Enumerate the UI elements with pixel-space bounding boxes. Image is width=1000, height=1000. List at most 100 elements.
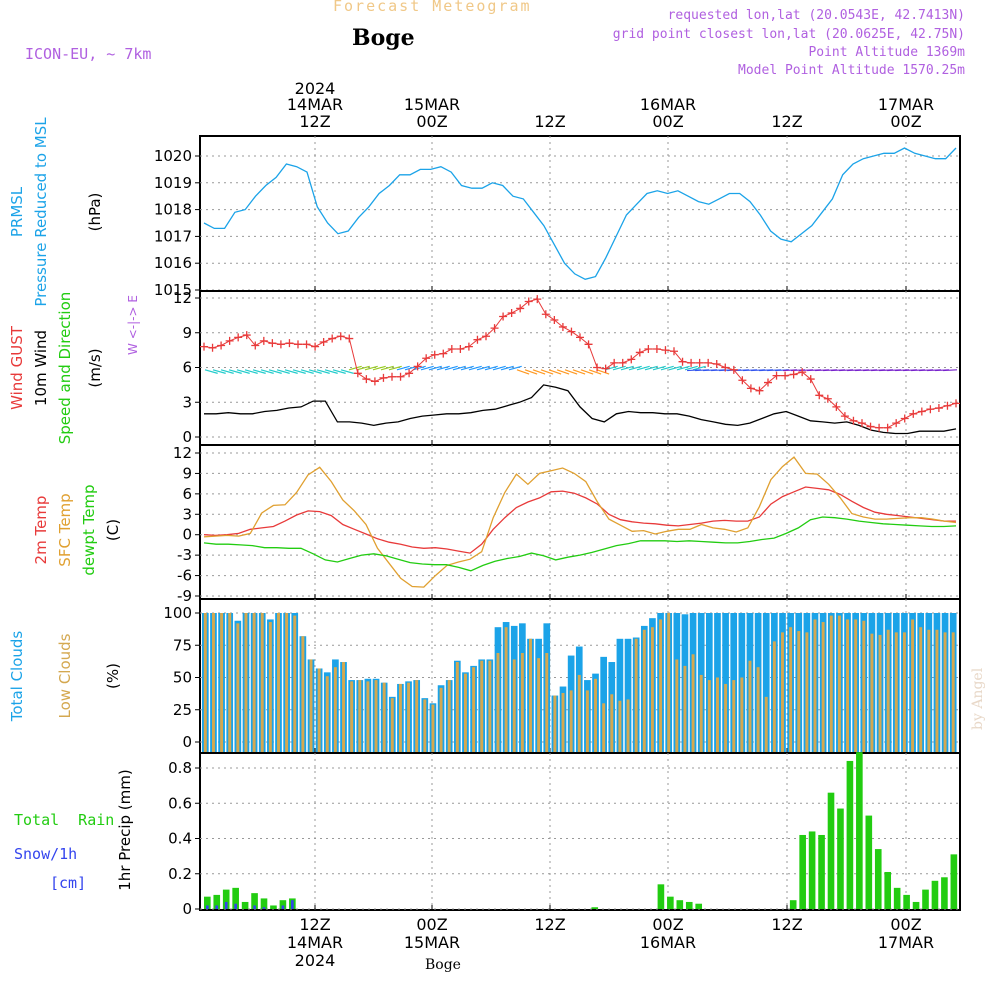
y-tick-label: 0.4	[168, 830, 192, 848]
pressure-label-long: Pressure Reduced to MSL	[32, 117, 50, 307]
wind-gust-marker	[858, 419, 866, 428]
wind-direction-arrow	[524, 369, 538, 375]
snow-bar	[234, 903, 237, 909]
wind-gust-marker	[336, 332, 345, 341]
wind-direction-arrow	[420, 365, 434, 371]
top-hour-label: 12Z	[771, 112, 802, 131]
wind-gust-marker	[447, 344, 456, 353]
wind-direction-arrow	[452, 365, 466, 371]
wind-gust-marker	[678, 357, 687, 366]
wind-gust-marker	[353, 369, 362, 378]
bottom-hour-label: 12Z	[771, 915, 802, 934]
wind-gust-marker	[533, 295, 542, 304]
low-cloud-bar	[520, 652, 524, 752]
snow-bar	[205, 905, 209, 909]
wind-gust-marker	[208, 343, 217, 352]
low-cloud-bar	[829, 615, 833, 752]
wind-direction-arrow	[612, 365, 626, 371]
low-cloud-bar	[691, 654, 695, 752]
wind-gust-marker	[294, 340, 302, 349]
y-tick-label: -6	[177, 567, 192, 585]
low-cloud-bar	[886, 629, 890, 752]
wind-direction-arrow	[580, 369, 594, 375]
wind-gust-marker	[866, 422, 875, 431]
rain-bar	[251, 893, 258, 909]
wind-direction-arrow	[516, 369, 530, 375]
y-tick-label: 25	[173, 701, 192, 719]
wind-gust-marker	[712, 360, 721, 369]
wind-gust-marker	[934, 404, 943, 413]
low-cloud-bar	[309, 659, 313, 752]
wind-direction-arrow	[500, 365, 514, 371]
low-cloud-bar	[667, 613, 671, 752]
y-tick-label: 3	[182, 505, 192, 523]
top-hour-label: 00Z	[652, 112, 683, 131]
wind-gust-marker	[362, 375, 371, 384]
rain-bar	[818, 834, 825, 909]
low-cloud-bar	[455, 662, 459, 752]
low-cloud-bar	[797, 631, 801, 752]
wind-gust-marker	[687, 358, 696, 367]
low-cloud-bar	[919, 627, 923, 752]
rain-bar	[270, 905, 277, 909]
wind-direction-arrow	[556, 369, 570, 375]
wind-gust-marker	[464, 342, 473, 351]
low-cloud-bar	[496, 652, 500, 752]
y-tick-label: 1015	[154, 281, 192, 299]
model-label: ICON-EU, ~ 7km	[25, 45, 152, 63]
total-cloud-bar	[624, 638, 632, 752]
wind-gust-marker	[644, 344, 653, 353]
wind-gust-marker	[328, 334, 337, 343]
rain-bar	[799, 834, 806, 909]
low-cloud-bar	[870, 633, 874, 752]
wind-gust-marker	[695, 358, 704, 367]
wind-direction-arrow	[212, 369, 226, 374]
wind-direction-arrow	[220, 369, 234, 374]
low-cloud-bar	[407, 682, 411, 752]
wind-gust-marker	[601, 364, 610, 373]
wind-direction-arrow	[596, 369, 610, 375]
y-tick-label: -3	[177, 546, 192, 564]
wind-gust-marker	[268, 339, 277, 348]
wind-gust-marker	[593, 363, 602, 372]
low-cloud-bar	[366, 681, 370, 752]
y-tick-label: 1019	[154, 174, 192, 192]
low-cloud-bar	[707, 680, 711, 752]
low-cloud-bar	[260, 613, 264, 752]
wind-direction-arrow	[943, 369, 958, 372]
low-cloud-bar	[301, 636, 305, 752]
wind-gust-marker	[567, 327, 576, 336]
wind-direction-arrow	[476, 365, 490, 371]
wind-direction-arrow	[340, 369, 354, 374]
low-cloud-bar	[715, 677, 719, 752]
panel-frame	[199, 752, 961, 911]
bottom-day-label: 14MAR	[287, 933, 343, 952]
wind-direction-arrow	[660, 365, 674, 371]
rain-bar	[950, 854, 958, 909]
low-cloud-bar	[236, 623, 240, 752]
low-cloud-bar	[390, 698, 394, 752]
wind-direction-arrow	[588, 369, 602, 375]
low-cloud-bar	[642, 629, 646, 752]
snow-bar	[224, 901, 228, 909]
wind-direction-arrow	[676, 365, 690, 371]
wind-gust-marker	[789, 370, 798, 379]
compass-label: W <-|-> E	[126, 295, 140, 355]
wind-direction-arrow	[532, 369, 546, 375]
bottom-day-label: 15MAR	[404, 933, 460, 952]
wind-gust-marker	[345, 334, 354, 343]
low-cloud-bar	[610, 694, 614, 752]
wind-direction-arrow	[236, 369, 250, 374]
wind-gust-marker	[319, 338, 328, 347]
low-cloud-bar	[439, 687, 443, 752]
low-cloud-bar	[211, 613, 215, 752]
y-tick-label: 12	[173, 289, 192, 307]
wind-direction-arrow	[540, 369, 554, 375]
low-cloud-bar	[431, 704, 435, 752]
snow-unit-label: [cm]	[50, 874, 86, 892]
wind-direction-arrow	[356, 365, 370, 371]
wind-direction-arrow	[228, 369, 242, 374]
low-cloud-bar	[943, 632, 947, 752]
rain-bar	[912, 901, 920, 909]
low-cloud-bar	[626, 699, 630, 752]
